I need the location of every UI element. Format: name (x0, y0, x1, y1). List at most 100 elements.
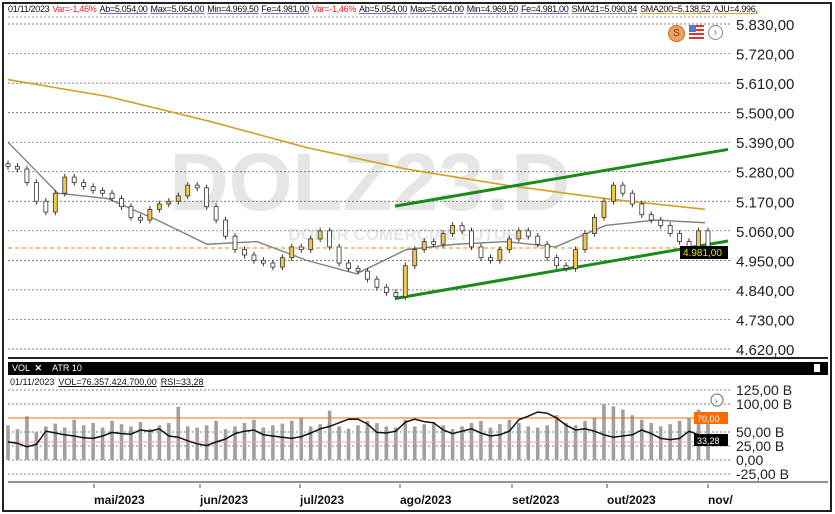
candle-body (497, 249, 503, 261)
volume-bar (138, 421, 143, 460)
candle-body (402, 265, 408, 298)
candle-body (431, 241, 437, 245)
volume-bar (15, 429, 20, 460)
candle-body (43, 200, 49, 213)
next-arrow-icon[interactable] (710, 393, 724, 407)
volume-bar (602, 404, 606, 460)
rsi-line (7, 411, 709, 448)
volume-bar (687, 418, 691, 460)
candle-body (185, 184, 191, 197)
info-max: Max=5.064,00 (150, 4, 205, 14)
info-var-2: Var=-1,46% (311, 4, 357, 14)
volume-bar (233, 426, 237, 460)
candle-body (677, 233, 683, 242)
date-tick-label: ago/2023 (400, 493, 452, 507)
candle-body (33, 182, 39, 202)
candle-body (298, 246, 304, 251)
date-tick-label: nov/ (708, 493, 733, 507)
candle-body (544, 243, 550, 259)
volume-bar (271, 425, 275, 460)
volume-bar (308, 426, 313, 460)
volume-bar (34, 432, 39, 460)
candle-body (213, 206, 219, 221)
tab-atr[interactable]: ATR 10 (52, 363, 82, 373)
candle-body (516, 230, 522, 240)
info-open-2: Ab=5.054,00 (359, 4, 408, 14)
vinfo-date: 01/11/2023 (10, 377, 55, 387)
candle-body (582, 233, 588, 251)
volume-bar (261, 427, 266, 460)
watermark-symbol: DOLZ23:D (170, 137, 571, 228)
candle-body (601, 200, 607, 218)
indicator-tab-bar: VOL ✕ ATR 10 (8, 362, 828, 375)
volume-bar (431, 421, 436, 460)
volume-tick-label: 100,00 B (736, 396, 792, 412)
us-flag-icon[interactable] (689, 25, 704, 40)
volume-bar (252, 419, 256, 460)
volume-bar (573, 425, 578, 460)
volume-bar (403, 419, 408, 460)
candle-body (175, 195, 181, 202)
candle-body (478, 246, 484, 259)
volume-bar (611, 406, 616, 460)
price-tick-label: 4.840,00 (736, 283, 794, 300)
volume-tick-label: -25,00 B (736, 466, 789, 482)
volume-bar (545, 425, 549, 460)
candle-body (563, 265, 569, 269)
price-tick-label: 5.280,00 (736, 165, 794, 182)
volume-bar (412, 426, 417, 460)
tab-vol-label: VOL (12, 363, 31, 373)
watermark-name: DOLAR COMERCIAL FUTURO (288, 225, 531, 244)
volume-bar (62, 427, 67, 460)
volume-bar (25, 416, 29, 460)
candle-body (525, 230, 531, 237)
rsi-last-badge (694, 434, 728, 447)
rsi-upper-badge (694, 412, 728, 424)
volume-bar (327, 410, 332, 460)
next-arrow-glyph: › (715, 396, 718, 407)
candle-body (147, 208, 153, 221)
info-sma21: SMA21=5.090,84 (571, 4, 638, 14)
currency-icon[interactable]: S (668, 25, 685, 42)
candle-body (667, 225, 673, 234)
candle-body (223, 219, 228, 237)
candle-body (232, 235, 238, 251)
info-date: 01/11/2023 (8, 4, 50, 14)
volume-tick-label: 0,00 (736, 452, 763, 468)
price-tick-label: 5.500,00 (736, 106, 794, 123)
candle-body (450, 225, 455, 234)
next-arrow-icon[interactable]: › (708, 25, 723, 40)
volume-bar (148, 429, 152, 460)
volume-bar (176, 406, 181, 460)
volume-bar (630, 415, 635, 460)
sma21-line (7, 141, 706, 275)
candle-body (620, 184, 626, 194)
pane-maximize-icon[interactable] (814, 364, 820, 372)
candle-body (270, 262, 276, 268)
candle-body (629, 192, 635, 205)
candle-body (251, 254, 257, 261)
info-var: Var=-1,46% (52, 4, 97, 14)
candle-body (194, 184, 200, 189)
candle-body (317, 230, 323, 240)
price-tick-label: 5.830,00 (736, 17, 794, 34)
volume-bar (441, 425, 445, 460)
volume-bar (384, 426, 389, 460)
candle-body (289, 246, 295, 259)
volume-tick-label: 25,00 B (736, 438, 784, 454)
candle-body (52, 192, 58, 213)
candle-body (242, 249, 247, 256)
close-icon[interactable]: ✕ (34, 363, 43, 373)
rsi-upper-label: 70,00 (697, 414, 720, 424)
candle-body (279, 257, 285, 268)
candle-body (109, 192, 115, 199)
volume-tick-label: 125,00 B (736, 382, 792, 398)
candle-body (440, 233, 446, 245)
tab-vol[interactable]: VOL ✕ (8, 362, 48, 375)
candle-body (554, 257, 560, 267)
candle-body (166, 200, 172, 205)
volume-bar (223, 429, 228, 460)
volume-bar (346, 428, 351, 460)
date-tick-label: jun/2023 (199, 493, 248, 507)
